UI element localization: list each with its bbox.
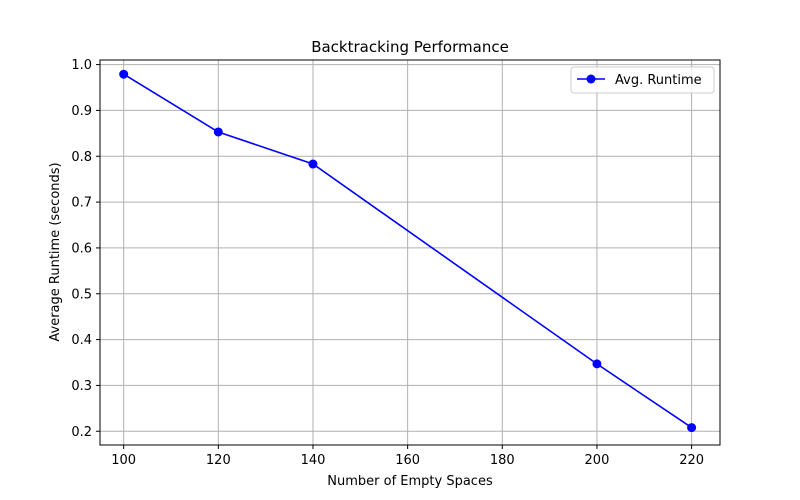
data-point — [213, 127, 223, 137]
y-tick-label: 0.5 — [71, 287, 92, 302]
chart-title: Backtracking Performance — [311, 38, 509, 56]
legend-marker-swatch — [586, 74, 596, 84]
y-tick-label: 0.2 — [71, 425, 92, 440]
x-axis-label: Number of Empty Spaces — [327, 474, 493, 489]
grid — [100, 60, 720, 445]
plot-area-frame — [99, 59, 721, 446]
y-axis-label: Average Runtime (seconds) — [48, 162, 63, 341]
x-tick-label: 120 — [206, 453, 231, 468]
data-point — [687, 423, 697, 433]
data-point — [119, 69, 129, 79]
legend: Avg. Runtime — [570, 66, 715, 94]
x-tick-label: 100 — [111, 453, 136, 468]
y-tick-label: 0.3 — [71, 379, 92, 394]
series-markers — [119, 69, 697, 433]
y-tick-label: 0.7 — [71, 196, 92, 211]
x-tick-label: 160 — [395, 453, 420, 468]
y-tick-label: 0.8 — [71, 150, 92, 165]
legend-box — [570, 66, 715, 94]
legend-label-avg-runtime: Avg. Runtime — [615, 73, 702, 88]
x-tick-label: 200 — [585, 453, 610, 468]
y-tick-label: 0.6 — [71, 241, 92, 256]
axis-ticks: 100 120 140 160 180 200 220 0.2 0.3 0.4 0.5 0.6 0.7 0… — [71, 58, 704, 468]
y-tick-label: 0.9 — [71, 104, 92, 119]
y-tick-label: 0.4 — [71, 333, 92, 348]
x-tick-label: 220 — [679, 453, 704, 468]
x-tick-label: 140 — [301, 453, 326, 468]
data-point — [308, 159, 318, 169]
y-tick-label: 1.0 — [71, 58, 92, 73]
x-tick-label: 180 — [490, 453, 515, 468]
data-point — [592, 359, 602, 369]
